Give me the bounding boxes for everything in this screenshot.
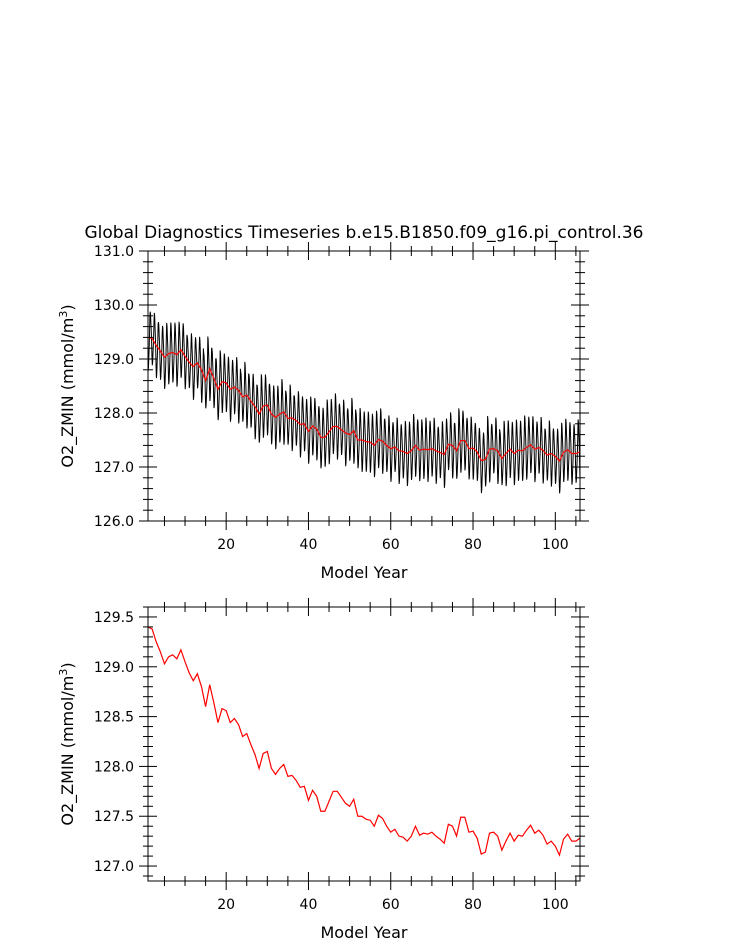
bottom-axis-ticks: 20 40 60 80 100 127.0 127.5 128.0 128.5 129.0 129.… [94,598,589,913]
top-x-axis-label: Model Year [321,563,408,582]
top-series-layer [148,311,580,494]
x-tick-label: 20 [217,897,235,913]
x-tick-label: 100 [542,537,569,553]
bottom-series-layer [148,626,580,857]
x-tick-label: 80 [464,897,482,913]
y-tick-label: 130.0 [94,298,134,314]
annual-mean-series-line [148,626,580,857]
annual-mean-series-line [148,336,580,463]
y-tick-label: 131.0 [94,244,134,260]
bottom-y-axis-label-end: ) [58,662,77,668]
x-tick-label: 80 [464,537,482,553]
y-tick-label: 127.0 [94,460,134,476]
y-tick-label: 127.0 [94,859,134,875]
y-tick-label: 128.0 [94,759,134,775]
x-tick-label: 20 [217,537,235,553]
y-tick-label: 129.0 [94,660,134,676]
x-tick-label: 100 [542,897,569,913]
top-axis-ticks: 20 40 60 80 100 126.0 127.0 128.0 129.0 130.0 131.… [94,242,589,553]
bottom-y-axis-label: O2_ZMIN (mmol/m3) [57,662,78,825]
timeseries-panel-top: 20 40 60 80 100 126.0 127.0 128.0 129.0 130.0 131.… [57,242,589,582]
x-tick-label: 40 [300,897,318,913]
y-tick-label: 126.0 [94,514,134,530]
y-tick-label: 127.5 [94,809,134,825]
y-tick-label: 128.0 [94,406,134,422]
x-tick-label: 60 [382,897,400,913]
top-y-axis-label-main: O2_ZMIN (mmol/m [58,318,78,468]
y-tick-label: 129.5 [94,610,134,626]
bottom-x-axis-label: Model Year [321,923,408,942]
y-tick-label: 128.5 [94,710,134,726]
x-tick-label: 40 [300,537,318,553]
bottom-y-axis-label-sup: 3 [57,669,70,676]
top-y-axis-label-sup: 3 [57,311,70,318]
top-y-axis-label-end: ) [58,304,77,310]
top-y-axis-label: O2_ZMIN (mmol/m3) [57,304,78,467]
bottom-y-axis-label-main: O2_ZMIN (mmol/m [58,676,78,826]
bottom-plot-frame [147,606,581,882]
top-plot-frame [147,250,581,522]
monthly-series-line [148,311,580,494]
y-tick-label: 129.0 [94,352,134,368]
x-tick-label: 60 [382,537,400,553]
timeseries-panel-bottom: 20 40 60 80 100 127.0 127.5 128.0 128.5 129.0 129.… [57,598,589,942]
figure-title: Global Diagnostics Timeseries b.e15.B185… [85,223,644,243]
